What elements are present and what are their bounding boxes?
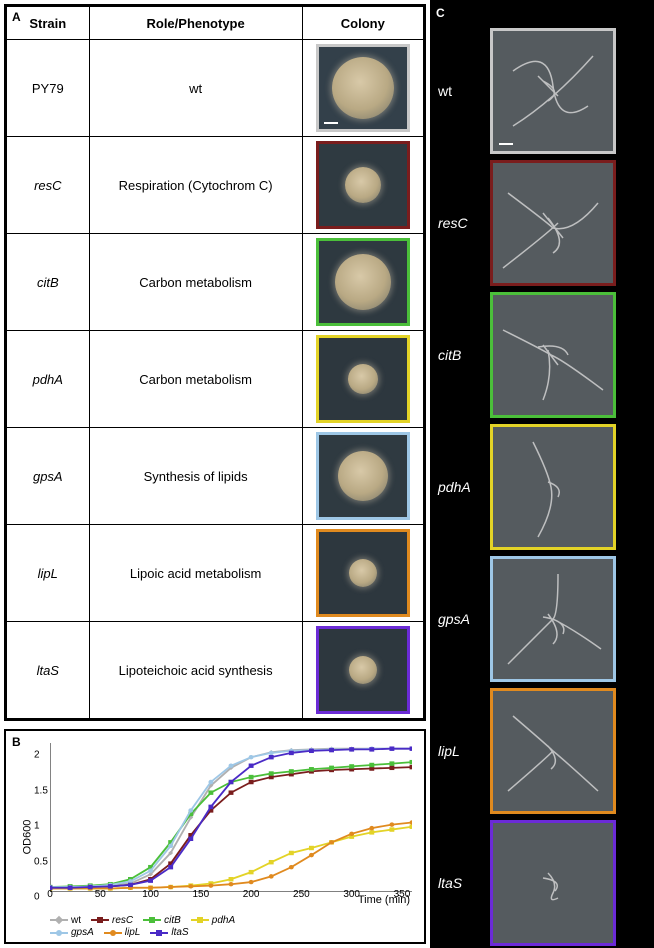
chart-area <box>50 743 412 892</box>
micrograph-row: lipL <box>438 688 646 814</box>
strain-role: Carbon metabolism <box>89 331 302 428</box>
strain-name: pdhA <box>7 331 90 428</box>
micrograph-label: resC <box>438 215 484 231</box>
colony-cell <box>302 331 423 428</box>
legend-item-ltaS: ltaS <box>150 927 188 938</box>
header-role: Role/Phenotype <box>89 7 302 40</box>
panel-a-label: A <box>12 10 21 24</box>
chart-legend: wtresC citB pdhA gpsA lipL ltaS <box>50 913 414 938</box>
colony-image <box>316 432 410 520</box>
strain-name: ltaS <box>7 622 90 719</box>
x-tick: 250 <box>293 889 310 900</box>
legend-item-lipL: lipL <box>104 927 141 938</box>
strain-role: Lipoic acid metabolism <box>89 525 302 622</box>
y-tick: 0 <box>34 892 40 903</box>
micrograph-image <box>490 820 616 946</box>
colony-cell <box>302 622 423 719</box>
colony-cell <box>302 137 423 234</box>
colony-cell <box>302 525 423 622</box>
micrograph-label: gpsA <box>438 611 484 627</box>
strain-role: Lipoteichoic acid synthesis <box>89 622 302 719</box>
colony-image <box>316 529 410 617</box>
table-row: pdhACarbon metabolism <box>7 331 424 428</box>
micrograph-row: resC <box>438 160 646 286</box>
strain-role: Synthesis of lipids <box>89 428 302 525</box>
table-row: gpsASynthesis of lipids <box>7 428 424 525</box>
panel-c-label: C <box>436 6 445 20</box>
strain-name: PY79 <box>7 40 90 137</box>
strain-name: resC <box>7 137 90 234</box>
panel-b: B OD600 00.511.52 050100150200250300350 … <box>4 729 426 944</box>
x-tick: 200 <box>243 889 260 900</box>
x-tick: 0 <box>47 889 53 900</box>
colony-image <box>316 238 410 326</box>
panel-c: C wt resC citB pdhA gpsA lipL ltaS <box>430 0 654 948</box>
y-tick: 2 <box>34 750 40 761</box>
micrograph-row: wt <box>438 28 646 154</box>
y-tick: 1 <box>34 821 40 832</box>
legend-item-pdhA: pdhA <box>191 915 235 926</box>
x-axis-label: Time (min) <box>358 894 410 906</box>
strain-role: Respiration (Cytochrom C) <box>89 137 302 234</box>
micrograph-label: citB <box>438 347 484 363</box>
micrograph-image <box>490 688 616 814</box>
micrograph-label: lipL <box>438 743 484 759</box>
panel-a: A Strain Role/Phenotype Colony PY79wtres… <box>4 4 426 721</box>
micrograph-label: ltaS <box>438 875 484 891</box>
colony-image <box>316 44 410 132</box>
table-header-row: Strain Role/Phenotype Colony <box>7 7 424 40</box>
micrograph-image <box>490 160 616 286</box>
colony-image <box>316 335 410 423</box>
colony-cell <box>302 428 423 525</box>
strain-table: Strain Role/Phenotype Colony PY79wtresCR… <box>6 6 424 719</box>
growth-chart <box>50 743 412 892</box>
x-tick: 100 <box>142 889 159 900</box>
micrograph-row: pdhA <box>438 424 646 550</box>
micrograph-image <box>490 424 616 550</box>
micrograph-image <box>490 28 616 154</box>
panel-b-label: B <box>12 735 21 749</box>
left-column: A Strain Role/Phenotype Colony PY79wtres… <box>0 0 430 948</box>
strain-role: wt <box>89 40 302 137</box>
strain-name: gpsA <box>7 428 90 525</box>
colony-cell <box>302 40 423 137</box>
scale-bar <box>499 143 513 145</box>
colony-image <box>316 626 410 714</box>
micrograph-label: wt <box>438 83 484 99</box>
legend-item-gpsA: gpsA <box>50 927 94 938</box>
micrograph-label: pdhA <box>438 479 484 495</box>
micrograph-row: gpsA <box>438 556 646 682</box>
x-tick: 50 <box>95 889 106 900</box>
figure: A Strain Role/Phenotype Colony PY79wtres… <box>0 0 654 948</box>
y-tick: 0.5 <box>34 856 48 867</box>
legend-item-resC: resC <box>91 915 133 926</box>
strain-name: lipL <box>7 525 90 622</box>
table-row: citBCarbon metabolism <box>7 234 424 331</box>
micrograph-row: citB <box>438 292 646 418</box>
table-row: PY79wt <box>7 40 424 137</box>
micrograph-row: ltaS <box>438 820 646 946</box>
y-axis-label: OD600 <box>21 819 33 854</box>
series-resC <box>50 767 412 888</box>
strain-name: citB <box>7 234 90 331</box>
colony-cell <box>302 234 423 331</box>
y-tick: 1.5 <box>34 785 48 796</box>
header-colony: Colony <box>302 7 423 40</box>
table-row: resCRespiration (Cytochrom C) <box>7 137 424 234</box>
table-row: ltaSLipoteichoic acid synthesis <box>7 622 424 719</box>
x-tick: 150 <box>192 889 209 900</box>
micrograph-image <box>490 292 616 418</box>
legend-item-wt: wt <box>50 915 81 926</box>
scale-bar <box>324 122 338 124</box>
strain-role: Carbon metabolism <box>89 234 302 331</box>
table-row: lipLLipoic acid metabolism <box>7 525 424 622</box>
micrograph-image <box>490 556 616 682</box>
colony-image <box>316 141 410 229</box>
legend-item-citB: citB <box>143 915 181 926</box>
